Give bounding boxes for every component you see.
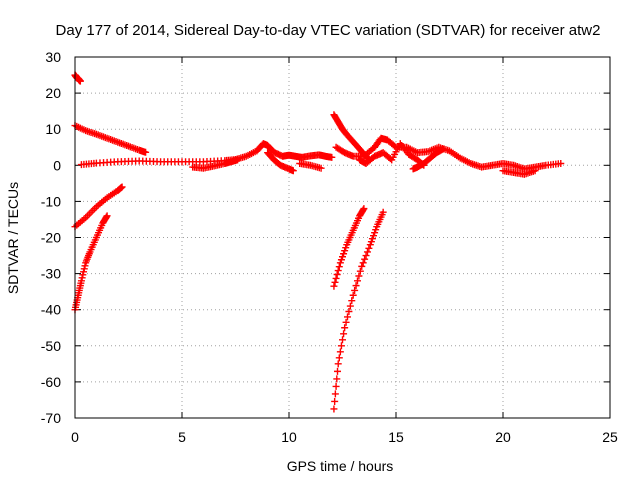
data-point [360, 205, 368, 213]
data-point [335, 354, 343, 362]
data-point [359, 206, 367, 214]
data-point [349, 291, 357, 299]
data-point [351, 286, 359, 294]
series-arc13 [499, 167, 539, 178]
series-arc4 [189, 156, 242, 172]
data-point [339, 336, 346, 344]
x-tick-label: 5 [178, 429, 186, 445]
data-point [102, 213, 110, 221]
data-point [328, 153, 336, 161]
x-axis-label: GPS time / hours [287, 458, 394, 474]
chart-title: Day 177 of 2014, Sidereal Day-to-day VTE… [56, 22, 601, 39]
data-point [334, 367, 342, 375]
data-point [439, 145, 447, 153]
series-arc15 [330, 208, 387, 413]
x-tick-label: 0 [71, 429, 79, 445]
series-arc1 [71, 71, 84, 85]
data-point [317, 164, 325, 172]
data-point [361, 255, 369, 263]
data-point [341, 324, 349, 332]
data-point [342, 318, 350, 326]
data-point [142, 148, 150, 156]
y-tick-label: 30 [45, 49, 61, 65]
data-point [346, 302, 354, 310]
data-point [336, 348, 344, 356]
data-point [355, 272, 363, 280]
data-point [531, 167, 539, 175]
y-tick-label: 10 [45, 121, 61, 137]
data-point [332, 274, 340, 282]
y-tick-label: 20 [45, 85, 61, 101]
data-point [331, 278, 339, 286]
data-point [345, 308, 353, 316]
data-point [352, 282, 360, 290]
data-point [234, 156, 242, 164]
data-point [348, 297, 356, 305]
data-point [118, 183, 126, 191]
data-point [358, 262, 366, 270]
data-point [359, 259, 367, 267]
data-point [331, 397, 339, 405]
data-point [340, 330, 348, 338]
series-arc8 [71, 212, 111, 314]
data-point [334, 267, 342, 275]
data-point [334, 360, 342, 368]
data-points-layer [71, 71, 565, 413]
data-point [335, 263, 343, 271]
grid-layer [75, 57, 610, 418]
data-point [365, 244, 373, 252]
data-point [356, 267, 364, 275]
data-point [362, 252, 370, 260]
x-tick-label: 15 [388, 429, 404, 445]
data-point [289, 167, 297, 175]
y-tick-label: -40 [41, 302, 61, 318]
data-point [333, 375, 341, 383]
data-point [343, 313, 351, 321]
data-point [333, 271, 341, 279]
data-point [353, 277, 361, 285]
data-point [379, 208, 387, 216]
y-tick-label: -60 [41, 374, 61, 390]
data-point [332, 382, 340, 390]
data-point [330, 405, 338, 413]
y-tick-label: -50 [41, 338, 61, 354]
data-point [330, 282, 338, 290]
x-tick-label: 20 [495, 429, 511, 445]
y-axis-label: SDTVAR / TECUs [5, 182, 21, 294]
y-tick-label: 0 [53, 157, 61, 173]
plot-frame [74, 56, 611, 419]
data-point [331, 390, 339, 398]
data-point [103, 212, 111, 220]
y-tick-label: -10 [41, 193, 61, 209]
x-tick-label: 10 [281, 429, 297, 445]
data-point [337, 342, 345, 350]
data-point [76, 77, 84, 85]
data-point [363, 248, 371, 256]
series-arc5 [264, 149, 297, 175]
y-tick-label: -70 [41, 410, 61, 426]
y-tick-label: -20 [41, 230, 61, 246]
series-arc12 [409, 145, 447, 173]
series-arc14 [330, 205, 368, 290]
data-point [557, 159, 565, 167]
series-arc2 [71, 122, 150, 156]
x-tick-label: 25 [602, 429, 618, 445]
y-tick-label: -30 [41, 266, 61, 282]
series-arc6 [296, 159, 325, 172]
